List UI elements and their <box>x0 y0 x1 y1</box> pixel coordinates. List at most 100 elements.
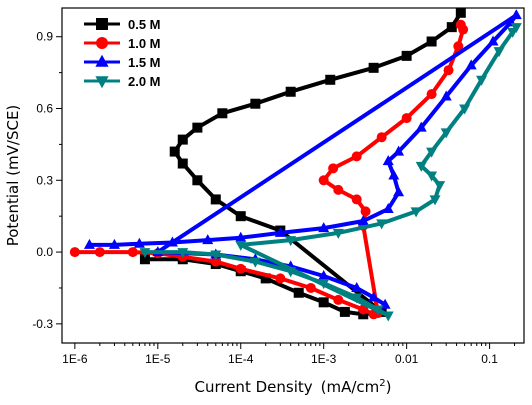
data-point <box>332 228 344 239</box>
legend-marker <box>96 18 108 30</box>
data-point <box>455 19 466 30</box>
data-point <box>368 291 380 302</box>
data-point <box>108 238 120 249</box>
data-point <box>318 270 330 280</box>
data-point <box>393 145 405 156</box>
data-point <box>376 132 387 143</box>
data-point <box>388 169 400 180</box>
data-point <box>493 47 505 58</box>
data-point <box>382 203 394 213</box>
legend: 0.5 M 1.0 M 1.5 M 2.0 M <box>84 17 161 89</box>
data-point <box>446 22 457 33</box>
data-point <box>351 194 362 205</box>
data-point <box>372 305 384 316</box>
x-axis-title: Current Density (mA/cm2) <box>194 378 391 396</box>
data-point <box>94 247 105 258</box>
data-point <box>339 306 350 317</box>
data-point <box>285 267 297 278</box>
data-point <box>426 171 438 182</box>
y-tick-label: 0.0 <box>36 245 53 259</box>
data-point <box>285 236 297 247</box>
data-point <box>192 175 203 186</box>
series-line <box>89 13 519 307</box>
legend-item: 2.0 M <box>84 74 161 89</box>
data-point <box>368 62 379 73</box>
x-axis-title-main: Current Density <box>194 378 312 396</box>
data-point <box>305 282 316 293</box>
legend-item: 1.0 M <box>84 36 161 51</box>
legend-marker <box>95 76 109 89</box>
data-point <box>351 281 363 292</box>
data-point <box>360 206 371 217</box>
series-1-5-m <box>83 9 522 309</box>
data-point <box>318 222 330 233</box>
data-point <box>325 74 336 85</box>
data-point <box>487 35 499 46</box>
legend-marker <box>95 54 109 67</box>
y-tick-label: 0.6 <box>36 102 53 116</box>
data-point <box>177 248 189 259</box>
y-tick-label: 0.3 <box>36 173 53 187</box>
series-layer <box>69 7 522 322</box>
data-point <box>250 98 261 109</box>
data-point <box>382 155 394 166</box>
data-point <box>166 236 178 247</box>
data-point <box>453 41 464 52</box>
data-point <box>510 23 522 34</box>
x-tick-label: 0.1 <box>481 352 498 366</box>
x-tick-label: 0.01 <box>395 352 419 366</box>
data-point <box>401 113 412 124</box>
data-point <box>357 214 369 225</box>
y-axis-title: Potential (mV/SCE) <box>4 105 22 247</box>
plot-frame <box>61 7 525 344</box>
data-point <box>285 86 296 97</box>
data-point <box>426 89 437 100</box>
x-axis-title-unit-sup: 2 <box>379 378 385 389</box>
data-point <box>351 293 363 304</box>
data-point <box>393 186 405 197</box>
data-point <box>83 238 95 249</box>
data-point <box>440 128 452 139</box>
data-point <box>139 248 151 259</box>
series-1-0-m <box>69 19 469 320</box>
data-point <box>415 161 427 172</box>
data-point <box>426 36 437 47</box>
data-point <box>235 240 247 251</box>
y-tick-label: -0.3 <box>32 317 53 331</box>
data-point <box>260 273 271 284</box>
x-tick-label: 1E-3 <box>311 352 337 366</box>
data-point <box>69 247 80 258</box>
data-point <box>351 151 362 162</box>
data-point <box>476 75 488 86</box>
data-point <box>169 146 180 157</box>
data-point <box>410 207 422 218</box>
data-point <box>459 104 471 115</box>
axes-layer: 1E-6 1E-5 1E-4 1E-3 0.01 0.1 -0.3 0.0 0.3 0.6 0.9 <box>32 30 516 366</box>
data-point <box>177 158 188 169</box>
data-point <box>333 294 344 305</box>
data-point <box>358 304 369 315</box>
data-point <box>235 231 247 242</box>
data-point <box>440 90 452 101</box>
legend-label: 1.5 M <box>128 55 161 70</box>
data-point <box>426 147 438 158</box>
data-point <box>434 181 446 192</box>
data-point <box>210 194 221 205</box>
data-point <box>177 134 188 145</box>
data-point <box>318 175 329 186</box>
legend-marker <box>96 37 108 49</box>
data-point <box>443 65 454 76</box>
data-point <box>139 254 150 265</box>
data-point <box>274 226 286 237</box>
data-point <box>210 250 222 261</box>
x-axis-title-unit-close: ) <box>386 378 392 396</box>
x-tick-label: 1E-5 <box>145 352 171 366</box>
data-point <box>133 237 145 248</box>
data-point <box>235 211 246 222</box>
x-tick-label: 1E-4 <box>228 352 254 366</box>
data-point <box>465 59 477 70</box>
data-point <box>249 257 261 268</box>
series-2-0-m <box>139 23 522 322</box>
data-point <box>401 50 412 61</box>
